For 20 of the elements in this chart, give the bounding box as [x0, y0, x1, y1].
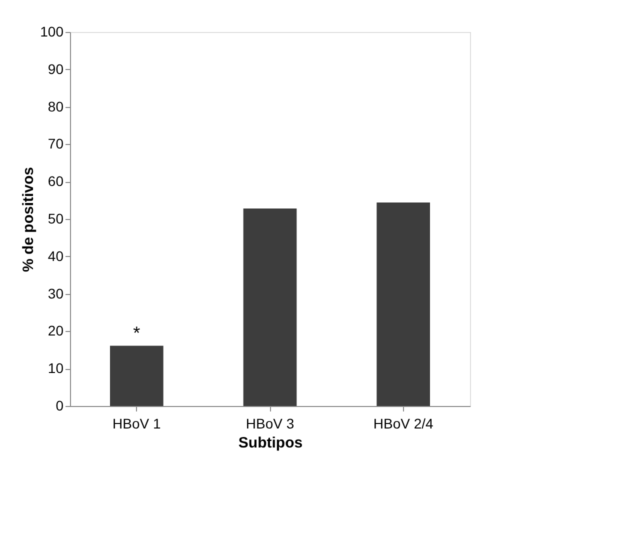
y-tick-label: 50 [48, 210, 64, 226]
y-tick-label: 30 [48, 285, 64, 302]
bar [243, 208, 297, 406]
y-tick-label: 80 [48, 98, 64, 114]
y-tick-label: 0 [56, 398, 64, 414]
y-tick-label: 70 [48, 136, 64, 152]
bar [110, 346, 164, 406]
bar [376, 202, 430, 406]
y-tick-label: 20 [48, 322, 64, 339]
y-tick-label: 10 [48, 360, 64, 376]
y-tick-label: 100 [40, 24, 64, 40]
y-tick-label: 60 [48, 173, 64, 190]
y-axis-title: % de positivos [20, 166, 38, 272]
x-tick-label: HBoV 2/4 [373, 416, 434, 432]
x-tick-label: HBoV 3 [246, 416, 294, 432]
y-tick-label: 90 [48, 60, 64, 77]
annotation: * [133, 322, 140, 343]
x-axis-title: Subtipos [238, 434, 303, 452]
y-tick-label: 40 [48, 248, 64, 264]
x-tick-label: HBoV 1 [112, 416, 162, 432]
